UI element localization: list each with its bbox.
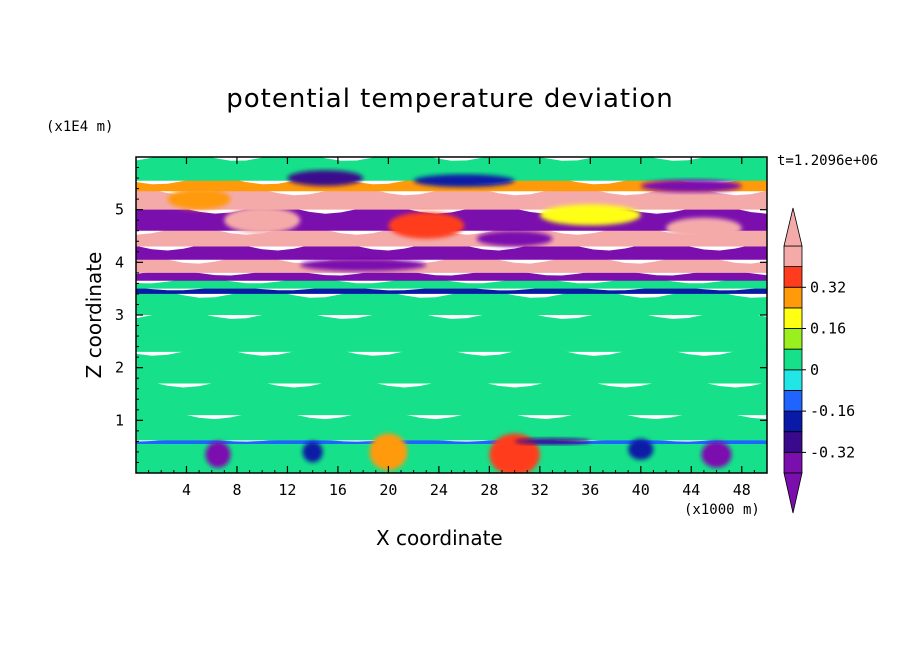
colorbar-label: 0.32	[810, 278, 846, 296]
x-tick-label: 24	[430, 481, 448, 499]
z-axis-scale-label: (x1E4 m)	[46, 119, 114, 135]
contour-cell	[701, 441, 732, 468]
colorbar-high-extend	[783, 207, 803, 247]
contour-band	[136, 286, 767, 294]
colorbar-bin	[783, 390, 803, 412]
chart-title: potential temperature deviation	[226, 84, 674, 114]
colorbar-label: 0	[810, 361, 819, 379]
contour-cell	[287, 170, 364, 187]
contour-band	[136, 411, 767, 441]
x-tick-label: 28	[480, 481, 498, 499]
contour-cell	[388, 212, 465, 239]
contour-band	[136, 311, 767, 352]
colorbar-low-extend	[783, 472, 803, 514]
colorbar-bin	[783, 328, 803, 350]
colorbar: 0.32 0.16 0 -0.16 -0.32	[783, 207, 855, 514]
colorbar-bin	[783, 266, 803, 288]
contour-band	[136, 348, 767, 384]
y-tick-label: 1	[115, 411, 124, 429]
colorbar-label: 0.16	[810, 320, 846, 338]
colorbar-label: -0.32	[810, 443, 855, 461]
y-tick-label: 4	[115, 253, 124, 271]
x-tick-label: 44	[682, 481, 700, 499]
x-tick-label: 20	[379, 481, 397, 499]
contour-cell	[167, 188, 231, 210]
x-axis: 4 8 12 16 20 24 28 32 36 40 44 48	[148, 157, 755, 499]
x-tick-label: 48	[733, 481, 751, 499]
contour-band	[136, 444, 767, 473]
time-stamp-label: t=1.2096e+06	[777, 153, 879, 169]
x-tick-label: 32	[531, 481, 549, 499]
contour-field	[136, 157, 767, 473]
contour-band	[136, 227, 767, 247]
contour-cell	[476, 230, 553, 247]
colorbar-label: -0.16	[810, 402, 855, 420]
y-tick-label: 3	[115, 306, 124, 324]
colorbar-bin	[783, 451, 803, 474]
x-axis-scale-label: (x1000 m)	[684, 502, 760, 518]
contour-cell	[369, 433, 408, 471]
contour-cell	[300, 258, 427, 272]
x-tick-label: 16	[329, 481, 347, 499]
colorbar-bin	[783, 348, 803, 371]
colorbar-bin	[783, 245, 803, 268]
contour-band	[136, 242, 767, 260]
x-tick-label: 12	[278, 481, 296, 499]
y-tick-label: 2	[115, 359, 124, 377]
colorbar-bin	[783, 431, 803, 453]
contour-cell	[666, 217, 742, 239]
x-tick-label: 36	[581, 481, 599, 499]
colorbar-bin	[783, 410, 803, 433]
contour-band	[136, 290, 767, 315]
contour-band	[136, 379, 767, 416]
colorbar-bin	[783, 307, 803, 329]
y-axis: 1 2 3 4 5	[115, 167, 767, 463]
contour-cell	[224, 207, 301, 234]
x-tick-label: 40	[632, 481, 650, 499]
contour-cell	[413, 174, 515, 187]
contour-cell	[539, 204, 641, 226]
contour-band	[136, 187, 767, 210]
contour-cell	[640, 179, 742, 193]
x-tick-label: 4	[182, 481, 191, 499]
x-axis-label: X coordinate	[376, 526, 503, 550]
contour-cell	[302, 441, 323, 463]
x-tick-label: 8	[232, 481, 241, 499]
colorbar-bin	[783, 286, 803, 309]
contour-cell	[205, 441, 231, 468]
contour-cell	[514, 438, 591, 445]
colorbar-bin	[783, 369, 803, 391]
y-tick-label: 5	[115, 201, 124, 219]
contour-cell	[628, 438, 654, 460]
contour-band	[136, 255, 767, 273]
